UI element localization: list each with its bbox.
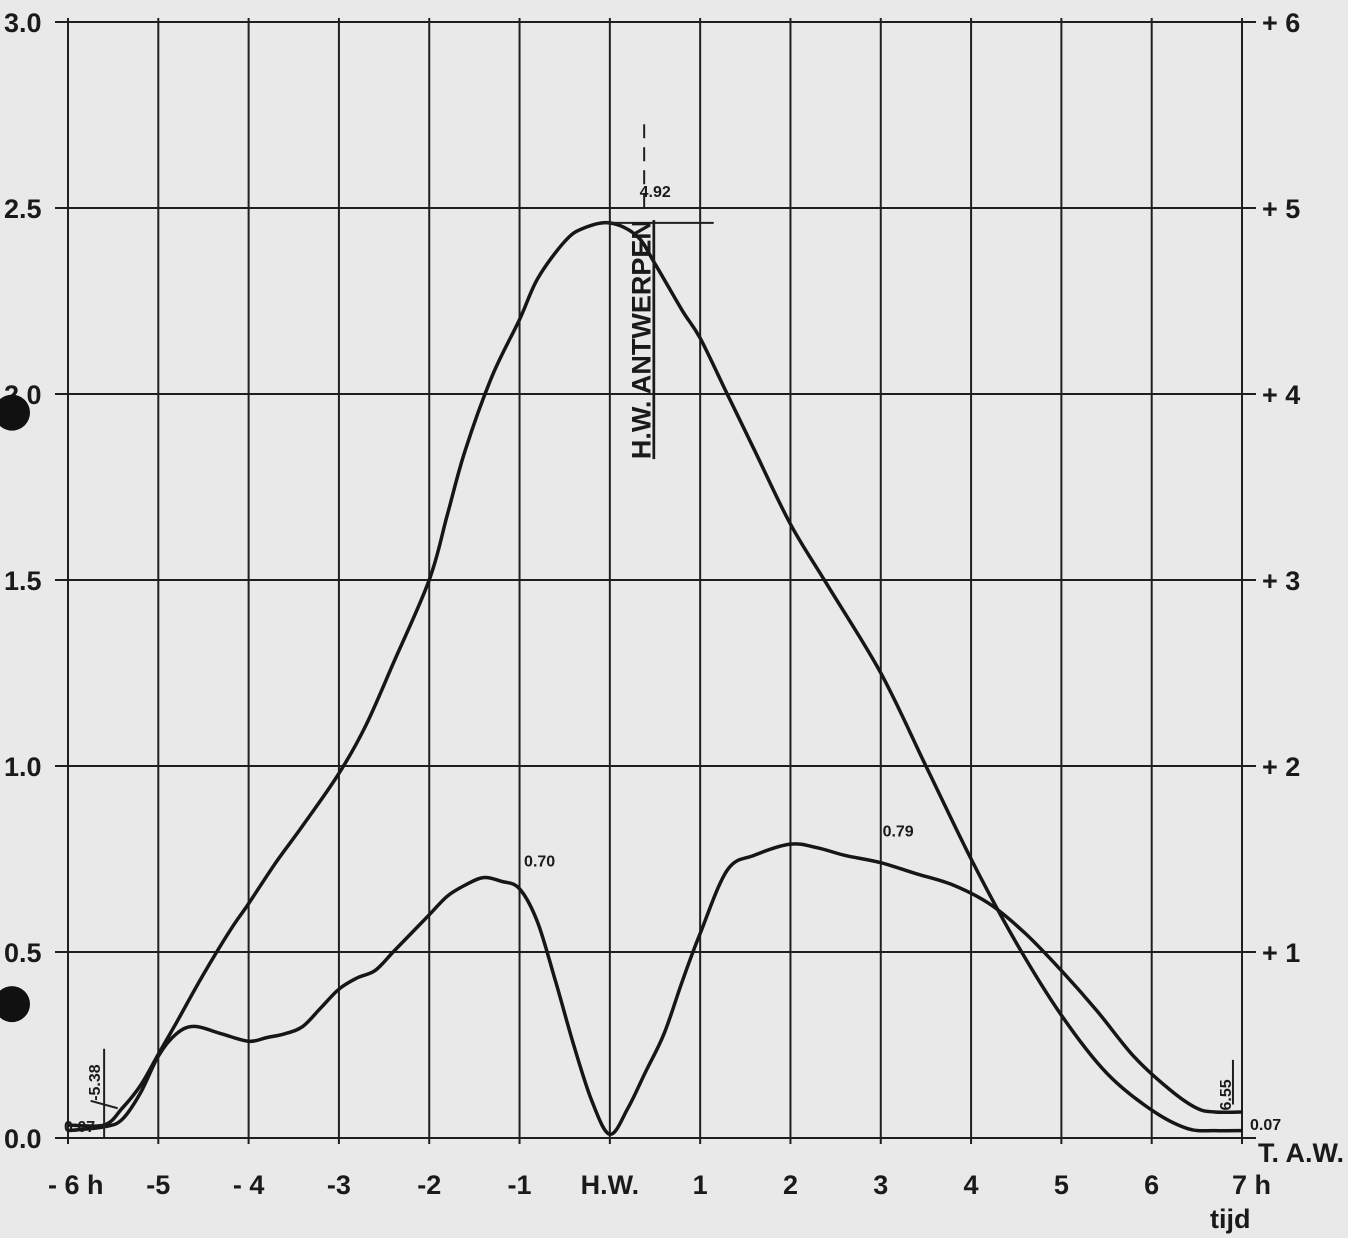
start-tick-line	[90, 1099, 118, 1110]
right-tick-label-0: + 1	[1262, 938, 1300, 968]
left-tick-label-2: 1.0	[4, 752, 42, 782]
grid	[55, 18, 1256, 1144]
left-tick-label-5: 2.5	[4, 194, 42, 224]
tick-labels: 0.00.51.01.52.02.53.0+ 1+ 2+ 3+ 4+ 5+ 6-…	[4, 8, 1344, 1234]
annotation-peak-value: 4.92	[640, 184, 671, 201]
x-axis-label: tijd	[1210, 1204, 1251, 1234]
x-tick-label-4: -2	[417, 1170, 441, 1200]
punch-hole-bottom	[0, 986, 30, 1023]
annotation-end-time: 6.55	[1218, 1079, 1235, 1110]
right-baseline-label: T. A.W.	[1258, 1138, 1344, 1168]
left-tick-label-0: 0.0	[4, 1124, 42, 1154]
velocity-line	[67, 842, 1243, 1137]
x-tick-label-1: -5	[146, 1170, 170, 1200]
x-tick-label-9: 3	[873, 1170, 888, 1200]
right-tick-label-5: + 6	[1262, 8, 1300, 38]
right-tick-label-4: + 5	[1262, 194, 1300, 224]
right-tick-label-3: + 4	[1262, 380, 1300, 410]
punch-hole-top	[0, 394, 30, 431]
series	[67, 220, 1243, 1137]
hw-antwerpen-label: H.W. ANTWERPEN	[626, 220, 656, 459]
x-tick-label-5: -1	[508, 1170, 532, 1200]
x-tick-label-7: 1	[693, 1170, 708, 1200]
x-tick-label-2: - 4	[233, 1170, 265, 1200]
x-tick-label-3: -3	[327, 1170, 351, 1200]
x-tick-label-0: - 6 h	[48, 1170, 104, 1200]
annotation-flood-peak: 0.79	[883, 824, 914, 841]
x-tick-label-12: 6	[1144, 1170, 1159, 1200]
x-tick-label-6: H.W.	[581, 1170, 640, 1200]
left-tick-label-6: 3.0	[4, 8, 42, 38]
annotation-ebb-peak: 0.70	[524, 853, 555, 870]
x-tick-label-8: 2	[783, 1170, 798, 1200]
annotations: 4.92 0.70 0.79 0.07 0.07 -5.38 6.55 H.W. ANTWER…	[0, 124, 1281, 1138]
left-tick-label-3: 1.5	[4, 566, 42, 596]
annotation-start-time: -5.38	[87, 1064, 104, 1101]
x-tick-label-11: 5	[1054, 1170, 1069, 1200]
annotation-start-value: 0.07	[64, 1119, 95, 1136]
right-tick-label-1: + 2	[1262, 752, 1300, 782]
x-tick-label-13: 7 h	[1232, 1170, 1271, 1200]
x-tick-label-10: 4	[964, 1170, 979, 1200]
right-tick-label-2: + 3	[1262, 566, 1300, 596]
annotation-end-value: 0.07	[1250, 1117, 1281, 1134]
left-tick-label-1: 0.5	[4, 938, 42, 968]
water-level-line	[67, 220, 1243, 1133]
